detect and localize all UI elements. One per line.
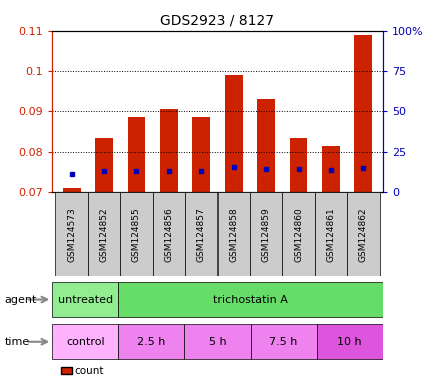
Bar	[152, 192, 184, 276]
Text: 2.5 h: 2.5 h	[137, 337, 165, 347]
Text: agent: agent	[4, 295, 36, 305]
Bar	[184, 192, 217, 276]
Bar	[321, 146, 339, 192]
Bar	[250, 192, 282, 276]
Text: GDS2923 / 8127: GDS2923 / 8127	[160, 13, 274, 27]
Text: GSM124857: GSM124857	[196, 207, 205, 262]
Bar	[52, 324, 118, 359]
Bar	[62, 188, 80, 192]
Text: control: control	[66, 337, 104, 347]
Bar	[160, 109, 178, 192]
Text: GSM124862: GSM124862	[358, 207, 367, 262]
Text: trichostatin A: trichostatin A	[213, 295, 287, 305]
Bar	[354, 35, 372, 192]
Bar	[224, 75, 242, 192]
Text: 10 h: 10 h	[337, 337, 361, 347]
Text: GSM124860: GSM124860	[293, 207, 302, 262]
Bar	[346, 192, 379, 276]
Bar	[120, 192, 152, 276]
Text: GSM124858: GSM124858	[229, 207, 238, 262]
Text: GSM124859: GSM124859	[261, 207, 270, 262]
Text: GSM124855: GSM124855	[132, 207, 141, 262]
Bar	[55, 192, 88, 276]
Text: time: time	[4, 337, 30, 347]
Text: GSM124573: GSM124573	[67, 207, 76, 262]
Text: 5 h: 5 h	[208, 337, 226, 347]
Text: untreated: untreated	[58, 295, 112, 305]
Bar	[88, 192, 120, 276]
Bar	[314, 192, 346, 276]
Text: GSM124861: GSM124861	[326, 207, 335, 262]
Text: GSM124856: GSM124856	[164, 207, 173, 262]
Text: GSM124852: GSM124852	[99, 207, 108, 262]
Text: count: count	[74, 366, 103, 376]
Bar	[282, 192, 314, 276]
Bar	[316, 324, 382, 359]
Bar	[217, 192, 250, 276]
Bar	[184, 324, 250, 359]
Bar	[256, 99, 274, 192]
Bar	[118, 324, 184, 359]
Bar	[127, 118, 145, 192]
Bar	[118, 282, 382, 317]
Bar	[95, 137, 113, 192]
Bar	[289, 137, 307, 192]
Bar	[250, 324, 316, 359]
Bar	[52, 282, 118, 317]
Text: 7.5 h: 7.5 h	[269, 337, 297, 347]
Bar	[192, 118, 210, 192]
